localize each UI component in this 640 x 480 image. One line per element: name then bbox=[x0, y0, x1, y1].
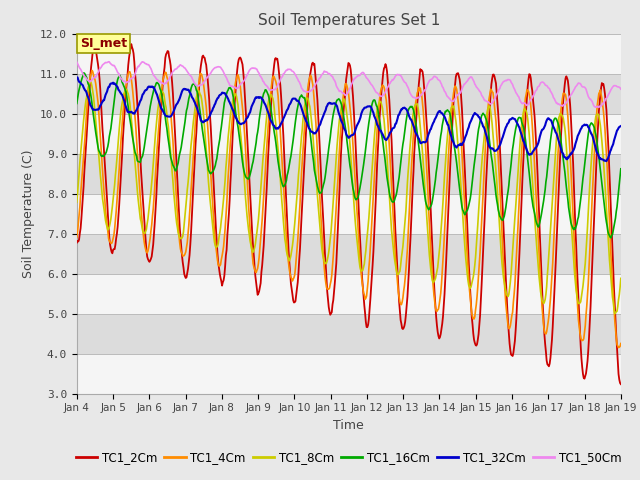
X-axis label: Time: Time bbox=[333, 419, 364, 432]
Bar bbox=[77, 114, 621, 154]
Bar bbox=[77, 313, 621, 354]
Bar bbox=[77, 154, 621, 193]
Bar bbox=[77, 193, 621, 234]
Text: SI_met: SI_met bbox=[80, 37, 127, 50]
Legend: TC1_2Cm, TC1_4Cm, TC1_8Cm, TC1_16Cm, TC1_32Cm, TC1_50Cm: TC1_2Cm, TC1_4Cm, TC1_8Cm, TC1_16Cm, TC1… bbox=[71, 446, 627, 469]
Bar bbox=[77, 234, 621, 274]
Title: Soil Temperatures Set 1: Soil Temperatures Set 1 bbox=[258, 13, 440, 28]
Bar bbox=[77, 354, 621, 394]
Y-axis label: Soil Temperature (C): Soil Temperature (C) bbox=[22, 149, 35, 278]
Bar bbox=[77, 73, 621, 114]
Bar bbox=[77, 274, 621, 313]
Bar bbox=[77, 34, 621, 73]
